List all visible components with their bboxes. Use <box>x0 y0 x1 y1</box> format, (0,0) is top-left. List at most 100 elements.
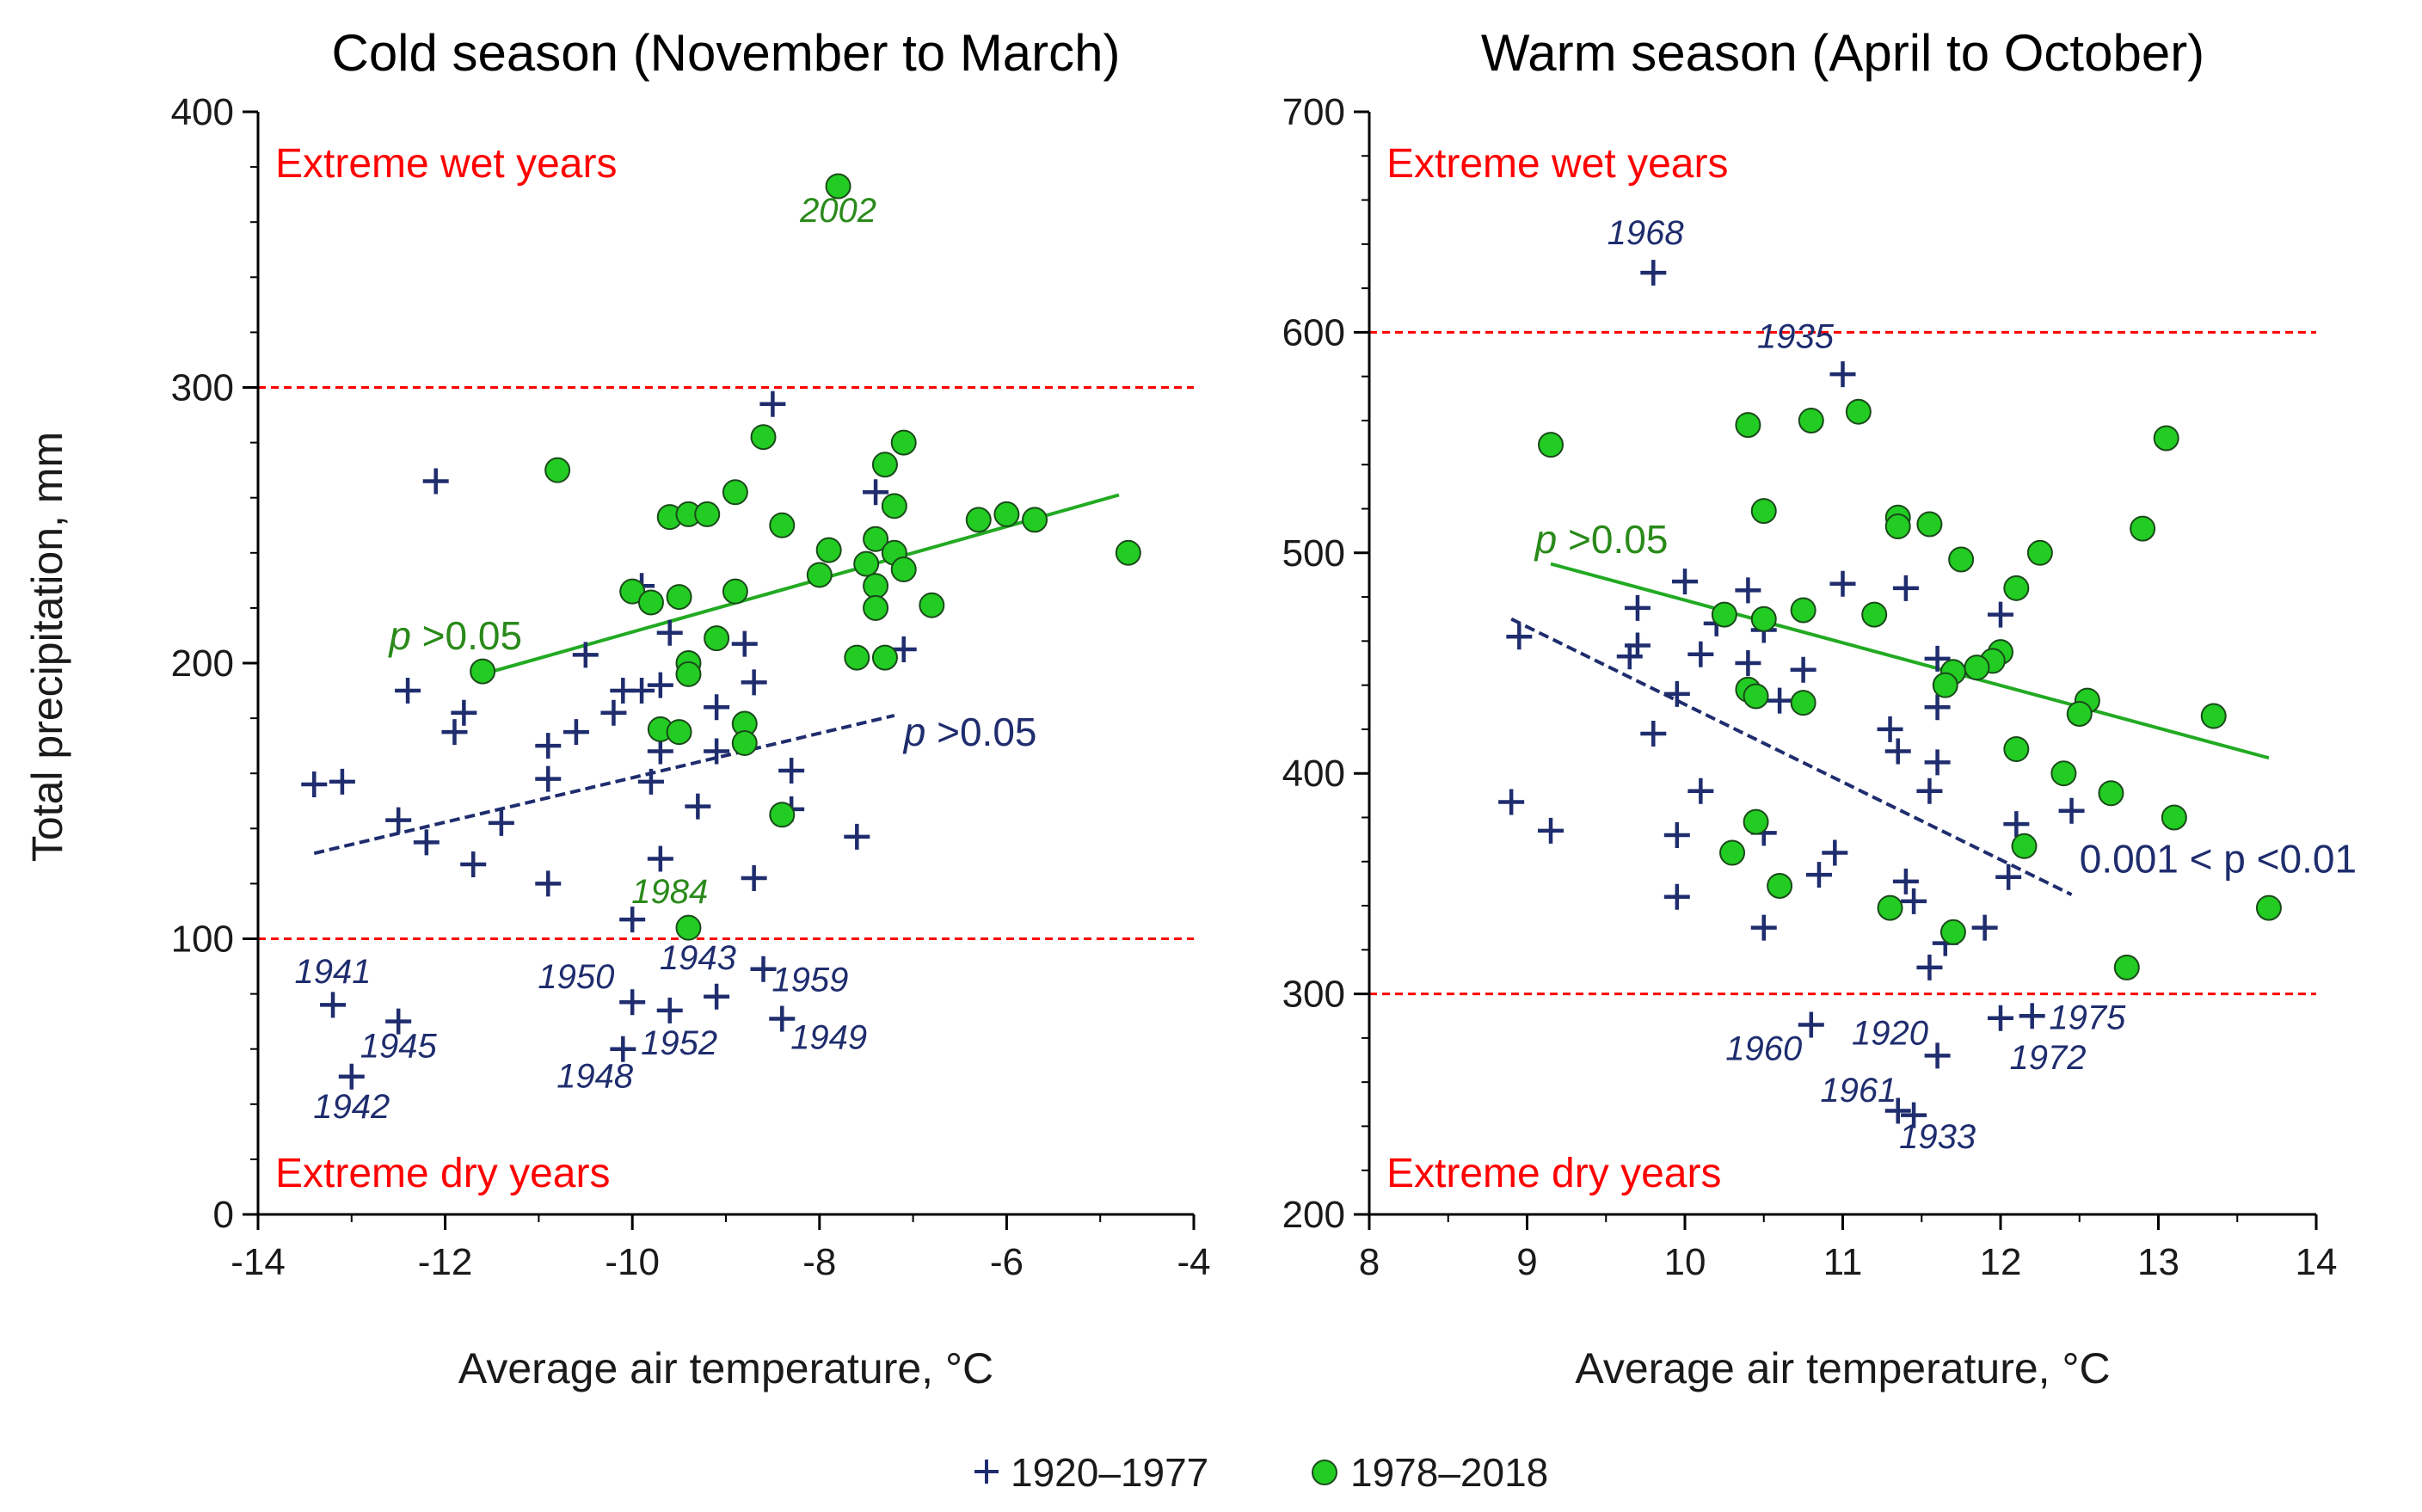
data-point-1978-2018 <box>919 592 945 618</box>
data-point-1978-2018 <box>853 550 880 577</box>
x-tick-label: 8 <box>1359 1241 1380 1283</box>
extreme-dry-label: Extreme dry years <box>1386 1151 1721 1196</box>
data-point-1920-1977 <box>1735 577 1761 604</box>
data-point-1978-2018 <box>844 644 870 671</box>
data-point-1978-2018 <box>1719 839 1746 866</box>
year-label: 1961 <box>1820 1072 1896 1109</box>
data-point-1978-2018 <box>965 507 992 533</box>
data-point-1920-1977 <box>610 1036 636 1062</box>
data-point-1978-2018 <box>815 537 842 563</box>
p-value-prefix: p <box>387 613 411 658</box>
x-tick-label: 10 <box>1664 1241 1706 1283</box>
y-tick-label: 500 <box>1282 532 1345 575</box>
data-point-1920-1977 <box>1822 839 1848 866</box>
data-point-1920-1977 <box>844 823 870 850</box>
data-point-1978-2018 <box>637 589 664 616</box>
data-point-1978-2018 <box>1115 539 1141 566</box>
data-point-1978-2018 <box>2011 833 2038 859</box>
data-point-1978-2018 <box>1743 808 1769 835</box>
data-point-1978-2018 <box>863 594 889 621</box>
data-point-1978-2018 <box>1750 498 1777 525</box>
data-point-1920-1977 <box>460 851 487 877</box>
data-point-1978-2018 <box>1798 407 1824 433</box>
data-point-1978-2018 <box>1964 655 1990 681</box>
data-point-1920-1977 <box>572 642 599 668</box>
data-point-1978-2018 <box>694 501 721 527</box>
data-point-1978-2018 <box>1916 511 1943 538</box>
data-point-1978-2018 <box>2098 780 2124 807</box>
data-point-1978-2018 <box>890 429 917 456</box>
x-axis-label: Average air temperature, °C <box>1575 1344 2110 1392</box>
data-point-1920-1977 <box>1767 687 1793 714</box>
extreme-wet-label: Extreme wet years <box>1386 141 1728 187</box>
data-point-1920-1977 <box>301 771 328 798</box>
data-point-1978-2018 <box>2200 703 2227 729</box>
data-point-1920-1977 <box>1829 570 1856 597</box>
data-point-1920-1977 <box>1924 1042 1951 1069</box>
data-point-1920-1977 <box>704 983 730 1010</box>
y-tick-label: 300 <box>171 367 234 409</box>
data-point-1920-1977 <box>562 719 589 746</box>
data-point-1920-1977 <box>656 619 683 646</box>
data-point-1920-1977 <box>863 479 889 506</box>
warm-season-panel: Warm season (April to October) 200 300 400 5… <box>1282 24 2357 1392</box>
year-label: 1935 <box>1757 317 1835 355</box>
data-point-1978-2018 <box>881 493 907 519</box>
data-point-1978-2018 <box>544 457 571 483</box>
year-label: 1943 <box>660 939 736 977</box>
x-tick-label: 14 <box>2296 1241 2338 1283</box>
data-point-1920-1977 <box>1805 862 1832 888</box>
x-tick-label: -8 <box>802 1241 836 1283</box>
year-label: 1960 <box>1725 1030 1802 1068</box>
data-point-1978-2018 <box>722 479 748 506</box>
data-point-1920-1977 <box>750 956 777 982</box>
p-value-label: p >0.05 <box>387 613 522 658</box>
p-value-label: p >0.05 <box>902 710 1037 754</box>
x-tick-label: -12 <box>418 1241 473 1283</box>
data-point-1920-1977 <box>731 630 758 657</box>
data-point-1978-2018 <box>1538 432 1564 458</box>
x-tick-label: -4 <box>1177 1241 1210 1283</box>
data-point-1920-1977 <box>637 768 664 795</box>
p-value-label: 0.001 < p <0.01 <box>2080 837 2357 882</box>
data-point-1920-1977 <box>1498 789 1525 815</box>
x-tick-label: 9 <box>1516 1241 1537 1283</box>
data-point-1978-2018 <box>863 573 889 599</box>
year-label: 1972 <box>2010 1039 2087 1077</box>
data-point-1920-1977 <box>1971 914 1998 941</box>
year-label: 1945 <box>360 1027 438 1065</box>
y-tick-label: 400 <box>1282 753 1345 795</box>
data-point-1920-1977 <box>1616 643 1643 670</box>
data-point-1920-1977 <box>535 765 562 792</box>
x-tick-label: -10 <box>605 1241 660 1283</box>
year-label: 1949 <box>790 1019 867 1057</box>
data-point-1978-2018 <box>1861 601 1888 628</box>
data-point-1920-1977 <box>741 864 767 891</box>
data-point-1978-2018 <box>993 501 1020 527</box>
legend-label-1978-2018: 1978–2018 <box>1350 1450 1548 1495</box>
data-point-1978-2018 <box>806 562 833 588</box>
extreme-wet-label: Extreme wet years <box>275 141 617 187</box>
data-point-1920-1977 <box>1790 656 1816 683</box>
data-point-1920-1977 <box>1916 954 1943 980</box>
data-point-1920-1977 <box>338 1063 365 1090</box>
data-point-1978-2018 <box>1884 513 1911 540</box>
data-point-1920-1977 <box>629 678 655 704</box>
year-label: 1984 <box>631 873 708 911</box>
data-point-1920-1977 <box>619 989 646 1016</box>
y-tick-label: 200 <box>171 642 234 685</box>
x-tick-label: 12 <box>1980 1241 2022 1283</box>
data-point-1920-1977 <box>329 768 355 795</box>
x-tick-label: 11 <box>1823 1241 1863 1283</box>
y-tick-label: 400 <box>171 91 234 133</box>
data-point-1978-2018 <box>1932 672 1958 698</box>
y-tick-label: 100 <box>171 919 234 961</box>
x-tick-label: -14 <box>231 1241 286 1283</box>
year-label: 1959 <box>771 961 848 999</box>
p-value-text: p <0.01 <box>2223 837 2357 882</box>
data-point-1978-2018 <box>863 526 889 552</box>
p-value-prefix: p <box>902 710 926 754</box>
data-point-1978-2018 <box>769 802 796 828</box>
data-point-1978-2018 <box>666 719 692 746</box>
data-point-1920-1977 <box>647 845 673 872</box>
